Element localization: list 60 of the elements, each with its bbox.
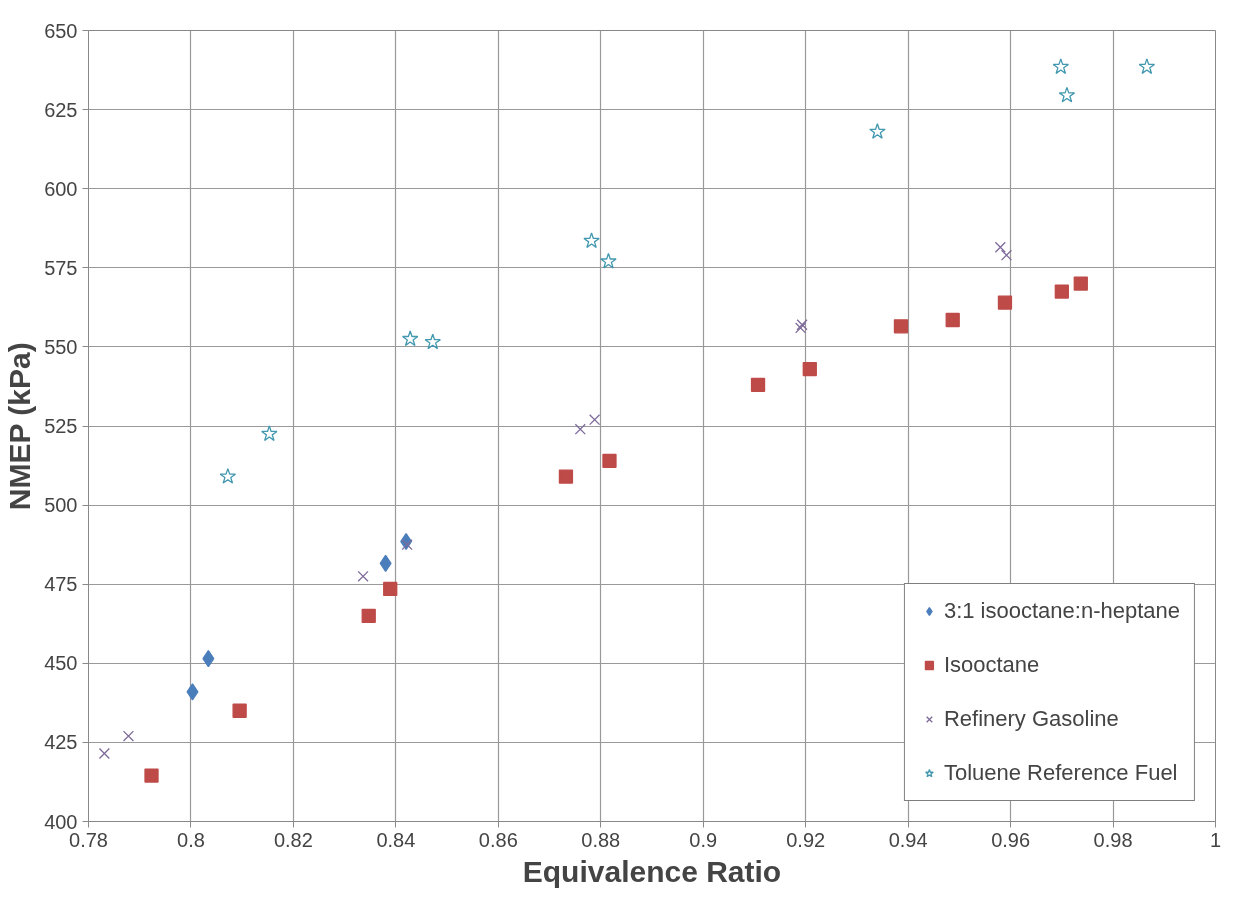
point: [558, 469, 574, 484]
point: [219, 467, 237, 484]
point: [750, 377, 766, 393]
point: [232, 703, 247, 718]
y-tick-label: 525: [44, 415, 78, 437]
point: [1073, 276, 1088, 291]
y-tick-label: 425: [44, 731, 78, 754]
point: [361, 608, 376, 623]
x-tick-label: 0.86: [478, 828, 518, 851]
y-axis-title: NMEP (kPa): [3, 342, 37, 511]
point: [574, 423, 586, 435]
point: [1138, 58, 1156, 75]
x-tick-label: 0.9: [689, 828, 718, 851]
point: [1000, 249, 1013, 261]
y-tick-label: 500: [44, 494, 78, 517]
point: [401, 330, 419, 347]
point: [802, 361, 817, 377]
legend-label: 3:1 isooctane:n-heptane: [943, 598, 1180, 624]
point: [600, 252, 617, 269]
point: [1058, 86, 1076, 103]
x-tick-label: 0.84: [376, 828, 416, 851]
point: [383, 581, 398, 597]
point: [424, 333, 442, 350]
point: [98, 747, 110, 760]
point: [261, 425, 278, 442]
point: [357, 570, 369, 582]
y-tick-label: 600: [44, 177, 78, 200]
y-tick-label: 550: [44, 335, 78, 358]
point: [869, 123, 886, 139]
x-tick-label: 0.8: [177, 828, 205, 851]
point: [589, 414, 601, 426]
x-tick-label: 0.94: [888, 828, 928, 851]
x-tick-label: 0.96: [991, 828, 1031, 851]
legend-label: Refinery Gasoline: [943, 706, 1119, 732]
x-tick-label: 0.88: [581, 828, 621, 851]
x-tick-label: 0.92: [786, 828, 826, 851]
point: [893, 319, 909, 334]
legend-label: Isooctane: [943, 652, 1040, 678]
legend-label: Toluene Reference Fuel: [943, 760, 1178, 786]
x-tick-label: 0.82: [273, 828, 313, 851]
point: [144, 768, 159, 783]
point: [186, 683, 199, 701]
y-tick-label: 475: [44, 573, 78, 596]
y-tick-label: 650: [44, 19, 78, 42]
point: [994, 241, 1006, 253]
point: [945, 312, 960, 328]
point: [122, 730, 135, 742]
point: [401, 539, 413, 551]
y-tick-label: 575: [44, 256, 78, 279]
point: [1054, 284, 1069, 299]
point: [583, 232, 600, 249]
y-tick-label: 625: [44, 98, 78, 121]
point: [602, 453, 617, 468]
x-tick-label: 0.98: [1093, 828, 1133, 851]
point: [1052, 58, 1070, 75]
point: [379, 554, 392, 572]
y-tick-label: 450: [44, 652, 78, 675]
x-tick-label: 1: [1209, 828, 1222, 851]
point: [997, 295, 1013, 310]
x-axis-title: Equivalence Ratio: [522, 854, 782, 888]
